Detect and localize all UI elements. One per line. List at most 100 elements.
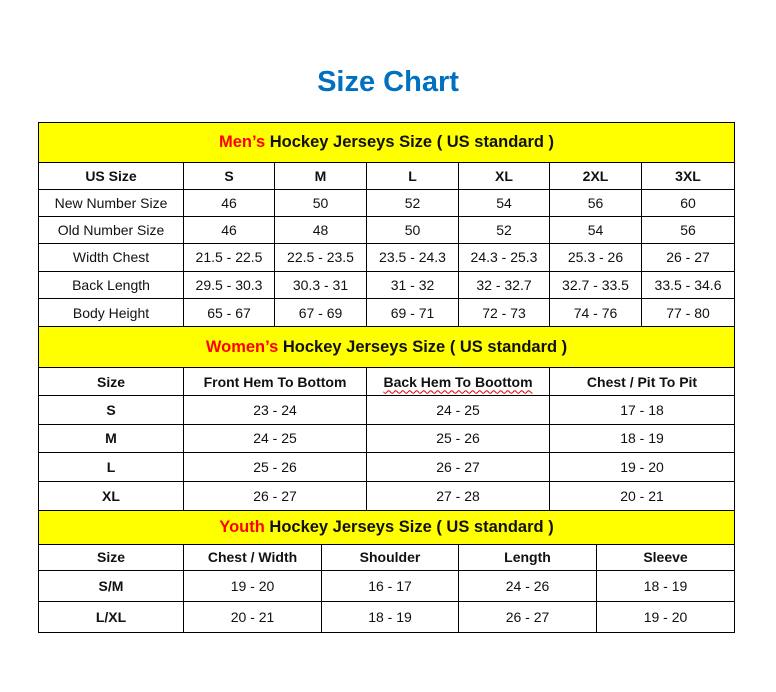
table-row: XL 26 - 27 27 - 28 20 - 21 (38, 481, 736, 511)
table-cell: 33.5 - 34.6 (640, 270, 736, 299)
row-label: M (38, 423, 184, 453)
table-cell: 20 - 21 (548, 481, 736, 511)
table-cell: 77 - 80 (640, 298, 736, 327)
column-header: Chest / Width (183, 543, 322, 571)
table-cell: 30.3 - 31 (274, 270, 367, 299)
page-title: Size Chart (317, 66, 459, 98)
column-header-label: Size (96, 373, 125, 390)
column-header-label: L (408, 168, 417, 184)
column-header: L (366, 162, 459, 190)
women-size-table: Women’s Hockey Jerseys Size ( US standar… (37, 326, 736, 511)
row-label: L (38, 452, 184, 482)
men-column-header-row: US Size S M L XL 2XL 3XL (38, 162, 736, 190)
table-cell: 25.3 - 26 (549, 243, 642, 272)
youth-size-table: Youth Hockey Jerseys Size ( US standard … (37, 509, 736, 633)
column-header-label: Back Hem To Boottom (383, 373, 533, 390)
table-row: Old Number Size 46 48 50 52 54 56 (38, 216, 736, 244)
table-row: M 24 - 25 25 - 26 18 - 19 (38, 423, 736, 453)
table-cell: 21.5 - 22.5 (183, 243, 275, 272)
women-heading-row: Women’s Hockey Jerseys Size ( US standar… (37, 326, 736, 368)
row-label: S (38, 395, 184, 425)
table-cell: 24 - 26 (458, 569, 597, 602)
table-row: S 23 - 24 24 - 25 17 - 18 (38, 395, 736, 425)
table-cell: 19 - 20 (183, 569, 322, 602)
heading-text: Hockey Jerseys Size ( US standard ) (264, 517, 554, 536)
column-header: Front Hem To Bottom (183, 367, 367, 396)
column-header-label: Length (504, 549, 551, 565)
table-cell: 24 - 25 (183, 423, 367, 453)
column-header-label: 3XL (675, 168, 701, 184)
men-size-table: Men’s Hockey Jerseys Size ( US standard … (37, 122, 736, 327)
youth-section-heading: Youth Hockey Jerseys Size ( US standard … (37, 509, 736, 545)
youth-column-header-row: Size Chest / Width Shoulder Length Sleeve (38, 543, 736, 571)
table-cell: 26 - 27 (640, 243, 736, 272)
women-section-heading: Women’s Hockey Jerseys Size ( US standar… (37, 326, 736, 368)
table-cell: 27 - 28 (366, 481, 550, 511)
table-cell: 26 - 27 (183, 481, 367, 511)
table-cell: 67 - 69 (274, 298, 367, 327)
table-cell: 24 - 25 (366, 395, 550, 425)
column-header: Back Hem To Boottom (366, 367, 550, 396)
row-label: L/XL (38, 600, 184, 633)
table-cell: 72 - 73 (458, 298, 550, 327)
heading-text: Hockey Jerseys Size ( US standard ) (265, 133, 555, 151)
column-header-label: US Size (85, 168, 137, 184)
heading-accent: Men’s (219, 133, 266, 151)
column-header-label: XL (495, 168, 513, 184)
table-cell: 69 - 71 (366, 298, 459, 327)
table-cell: 20 - 21 (183, 600, 322, 633)
column-header-label: Front Hem To Bottom (203, 373, 347, 390)
table-cell: 48 (274, 216, 367, 244)
table-cell: 31 - 32 (366, 270, 459, 299)
column-header-label: 2XL (582, 168, 609, 184)
column-header-label: Size (96, 549, 125, 565)
table-cell: 24.3 - 25.3 (458, 243, 550, 272)
row-label: New Number Size (38, 189, 184, 217)
table-row: Body Height 65 - 67 67 - 69 69 - 71 72 - 73 7… (38, 298, 736, 327)
table-cell: 18 - 19 (321, 600, 459, 633)
column-header: Chest / Pit To Pit (548, 367, 736, 396)
row-label: S/M (38, 569, 184, 602)
table-cell: 54 (549, 216, 642, 244)
table-cell: 32 - 32.7 (458, 270, 550, 299)
table-cell: 26 - 27 (458, 600, 597, 633)
column-header: US Size (38, 162, 184, 190)
row-label: Width Chest (38, 243, 184, 272)
row-label: Body Height (38, 298, 184, 327)
table-cell: 19 - 20 (548, 452, 736, 482)
table-cell: 18 - 19 (595, 569, 736, 602)
table-row: New Number Size 46 50 52 54 56 60 (38, 189, 736, 217)
column-header: Size (38, 367, 184, 396)
size-chart: Men’s Hockey Jerseys Size ( US standard … (37, 122, 736, 633)
column-header: Shoulder (321, 543, 459, 571)
column-header: 3XL (640, 162, 736, 190)
table-cell: 74 - 76 (549, 298, 642, 327)
women-column-header-row: Size Front Hem To Bottom Back Hem To Boott… (38, 367, 736, 396)
table-row: L/XL 20 - 21 18 - 19 26 - 27 19 - 20 (38, 600, 736, 633)
table-row: Width Chest 21.5 - 22.5 22.5 - 23.5 23.5 - … (38, 243, 736, 272)
men-heading-row: Men’s Hockey Jerseys Size ( US standard … (37, 122, 736, 163)
men-section-heading: Men’s Hockey Jerseys Size ( US standard … (37, 122, 736, 163)
column-header-label: Sleeve (643, 549, 688, 565)
table-cell: 50 (366, 216, 459, 244)
table-cell: 19 - 20 (595, 600, 736, 633)
row-label: Old Number Size (38, 216, 184, 244)
column-header: M (274, 162, 367, 190)
table-cell: 18 - 19 (548, 423, 736, 453)
column-header: 2XL (549, 162, 642, 190)
table-cell: 17 - 18 (548, 395, 736, 425)
column-header: S (183, 162, 275, 190)
table-cell: 26 - 27 (366, 452, 550, 482)
row-label: XL (38, 481, 184, 511)
table-cell: 52 (366, 189, 459, 217)
table-cell: 54 (458, 189, 550, 217)
table-row: S/M 19 - 20 16 - 17 24 - 26 18 - 19 (38, 569, 736, 602)
heading-accent: Women’s (205, 337, 279, 356)
table-cell: 25 - 26 (183, 452, 367, 482)
column-header: XL (458, 162, 550, 190)
column-header-label: M (314, 168, 327, 184)
table-row: Back Length 29.5 - 30.3 30.3 - 31 31 - 32 32… (38, 270, 736, 299)
table-cell: 23.5 - 24.3 (366, 243, 459, 272)
table-cell: 50 (274, 189, 367, 217)
column-header: Length (458, 543, 597, 571)
